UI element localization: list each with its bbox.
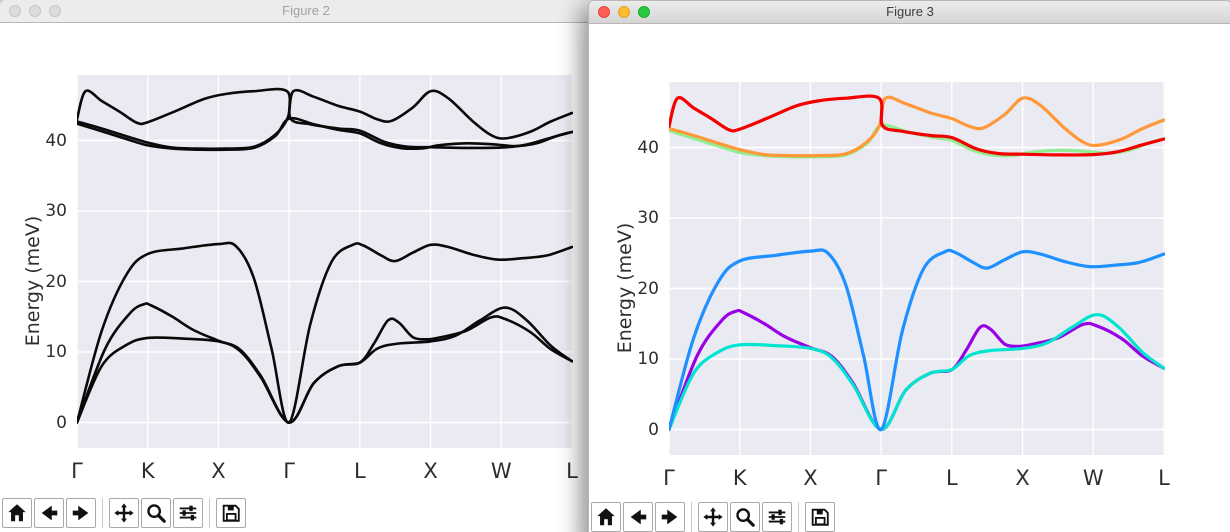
forward-icon	[661, 509, 678, 525]
y-tick-label: 30	[45, 201, 67, 221]
x-tick-label: K	[732, 466, 747, 490]
toolbar-figure3	[591, 501, 835, 532]
toolbar-separator	[691, 502, 692, 532]
y-axis-label: Energy (meV)	[614, 222, 636, 354]
save-icon	[222, 504, 240, 522]
configure-subplots-icon	[768, 509, 786, 525]
y-axis-label: Energy (meV)	[22, 215, 44, 347]
configure-subplots-icon	[179, 505, 197, 521]
toolbar-pan-button[interactable]	[698, 502, 728, 532]
x-tick-label: L	[1158, 466, 1170, 490]
toolbar-separator	[209, 498, 210, 528]
toolbar-back-button[interactable]	[623, 502, 653, 532]
band-TO1	[77, 116, 573, 152]
minimize-button[interactable]	[618, 6, 630, 18]
zoom-rect-icon	[147, 504, 166, 523]
toolbar-figure2	[2, 497, 246, 529]
plot-canvas-figure3[interactable]	[669, 82, 1165, 455]
toolbar-separator	[102, 498, 103, 528]
window-title: Figure 2	[282, 3, 330, 18]
y-tick-label: 20	[45, 271, 67, 292]
save-icon	[811, 508, 829, 526]
toolbar-configure-subplots-button[interactable]	[762, 502, 792, 532]
figure3-content: 0 10 20 30 40 Γ K X Γ L X W L Energy (meV)	[589, 24, 1230, 532]
y-tick-label: 30	[637, 208, 659, 228]
y-tick-label: 20	[637, 278, 659, 299]
maximize-button[interactable]	[638, 6, 650, 18]
titlebar-figure2[interactable]: Figure 2	[0, 0, 612, 23]
x-tick-label: Γ	[283, 459, 295, 483]
band-TO2	[669, 95, 1165, 158]
window-title: Figure 3	[886, 4, 934, 19]
x-tick-label: W	[490, 459, 512, 483]
home-icon	[597, 508, 615, 526]
y-tick-label: 40	[45, 130, 67, 151]
x-tick-label: Γ	[663, 466, 675, 490]
band-TO2	[77, 88, 573, 151]
band-TA1	[669, 312, 1165, 432]
window-figure3: Figure 3 0 10 20 30 40 Γ K X Γ L X W L Energy (meV)	[588, 0, 1230, 532]
traffic-lights	[9, 5, 61, 17]
x-tick-label: L	[566, 459, 578, 483]
toolbar-forward-button[interactable]	[655, 502, 685, 532]
figure2-content: 0 10 20 30 40 Γ K X Γ L X W L Energy (meV)	[0, 23, 612, 532]
y-tick-label: 10	[637, 349, 659, 369]
forward-icon	[72, 505, 89, 521]
x-tick-label: L	[353, 459, 366, 483]
x-tick-label: W	[1082, 466, 1104, 490]
x-tick-label: K	[140, 459, 155, 483]
home-icon	[8, 504, 26, 522]
band-TA1	[77, 306, 573, 424]
toolbar-save-button[interactable]	[216, 498, 246, 528]
y-tick-label: 10	[45, 342, 67, 362]
minimize-button[interactable]	[29, 5, 41, 17]
pan-icon	[114, 503, 134, 523]
back-icon	[41, 505, 58, 521]
band-LA	[669, 248, 1165, 432]
toolbar-save-button[interactable]	[805, 502, 835, 532]
toolbar-zoom-rect-button[interactable]	[730, 502, 760, 532]
x-tick-label: L	[945, 466, 958, 490]
band-LA	[77, 241, 573, 424]
toolbar-pan-button[interactable]	[109, 498, 139, 528]
y-tick-label: 40	[637, 137, 659, 158]
x-tick-label: Γ	[71, 459, 83, 483]
zoom-rect-icon	[736, 508, 755, 527]
toolbar-back-button[interactable]	[34, 498, 64, 528]
x-tick-label: X	[423, 459, 438, 483]
x-tick-label: Γ	[875, 466, 887, 490]
band-LO	[669, 94, 1165, 157]
x-tick-label: X	[803, 466, 818, 490]
toolbar-configure-subplots-button[interactable]	[173, 498, 203, 528]
y-tick-label: 0	[56, 412, 67, 433]
y-tick-label: 0	[648, 419, 659, 440]
x-tick-label: X	[211, 459, 226, 483]
traffic-lights	[598, 6, 650, 18]
toolbar-separator	[798, 502, 799, 532]
band-LO	[77, 87, 573, 150]
toolbar-zoom-rect-button[interactable]	[141, 498, 171, 528]
pan-icon	[703, 507, 723, 527]
titlebar-figure3[interactable]: Figure 3	[589, 1, 1230, 24]
close-button[interactable]	[598, 6, 610, 18]
plot-canvas-figure2[interactable]	[77, 75, 573, 448]
toolbar-home-button[interactable]	[2, 498, 32, 528]
maximize-button[interactable]	[49, 5, 61, 17]
toolbar-forward-button[interactable]	[66, 498, 96, 528]
close-button[interactable]	[9, 5, 21, 17]
window-figure2: Figure 2 0 10 20 30 40 Γ K X Γ L X W L Energy (meV)	[0, 0, 612, 532]
toolbar-home-button[interactable]	[591, 502, 621, 532]
back-icon	[630, 509, 647, 525]
x-tick-label: X	[1015, 466, 1030, 490]
